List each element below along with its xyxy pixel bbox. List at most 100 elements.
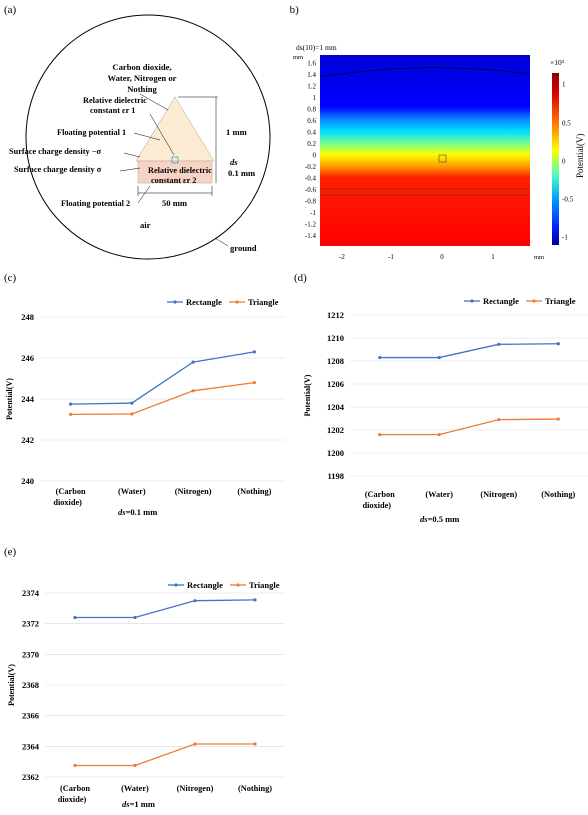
y-tick-label: 1202: [327, 425, 344, 435]
field-y-tick: -0.6: [305, 186, 317, 194]
surf-neg-leader: [123, 152, 141, 158]
field-x-tick: -1: [388, 253, 394, 261]
data-point-triangle: [191, 389, 195, 393]
floating1-leader: [133, 132, 161, 141]
colorbar-tick: 0.5: [562, 120, 571, 128]
x-tick-label: (Carbon: [60, 784, 90, 793]
y-tick-label: 2368: [22, 680, 39, 690]
x-tick-label: (Carbon: [56, 487, 86, 496]
y-tick-label: 240: [21, 476, 34, 486]
field-y-tick: 0.6: [307, 117, 316, 125]
data-point-triangle: [556, 417, 560, 421]
y-tick-label: 244: [21, 394, 35, 404]
field-y-tick: 1.6: [307, 60, 316, 68]
field-y-unit: mm: [293, 54, 303, 61]
chart-d: (d) 1198 1200 1202 1204 1206 1208 1210 1212 Poten…: [294, 272, 588, 524]
field-y-tick: -0.2: [305, 163, 317, 171]
data-point-rectangle: [378, 355, 382, 360]
rectangle-dielectric: [137, 160, 213, 184]
x-axis-label: ds=1 mm: [122, 799, 155, 809]
colorbar-tick: 0: [562, 158, 566, 166]
field-y-tick: -1.4: [305, 232, 317, 240]
x-tick-label: (Nothing): [238, 784, 272, 793]
x-tick-label: (Nitrogen): [177, 784, 214, 793]
x-tick-label: (Nitrogen): [480, 490, 517, 499]
legend-label-rectangle: Rectangle: [187, 580, 223, 590]
legend-label-rectangle: Rectangle: [186, 297, 222, 307]
y-tick-label: 1204: [327, 402, 345, 412]
y-tick-label: 1208: [327, 356, 344, 366]
x-tick-label: (Water): [425, 490, 453, 499]
panel-label: (e): [4, 546, 17, 558]
data-point-rectangle: [73, 615, 77, 620]
chart-e: (e) 2362 2364 2366 2368 2370 2372 2374 Potential…: [4, 546, 285, 809]
er2-text-1: Relative dielectric: [148, 166, 212, 175]
er1-text-1: Relative dielectric: [83, 96, 147, 105]
y-tick-label: 2374: [22, 588, 40, 598]
field-y-tick: 0.2: [307, 140, 316, 148]
field-y-tick: 1.2: [307, 83, 316, 91]
legend-label-triangle: Triangle: [545, 296, 576, 306]
legend-marker-triangle: [532, 299, 536, 303]
data-point-rectangle: [133, 615, 137, 620]
ground-circle: [25, 14, 271, 260]
data-point-triangle: [193, 742, 197, 746]
data-point-triangle: [69, 412, 73, 416]
x-tick-label: dioxide): [58, 795, 87, 804]
data-point-triangle: [497, 418, 501, 422]
field-x-tick: 0: [440, 253, 444, 261]
x-tick-label: (Nothing): [237, 487, 271, 496]
panel-b: (b) ds(10)=1 mm mm 1.6 1.4 1.2 1 0.8 0.6 0.4 0.…: [290, 4, 585, 261]
panel-b-label: (b): [290, 4, 299, 16]
data-point-triangle: [252, 381, 256, 385]
field-y-tick: 0.4: [307, 129, 316, 137]
series-line-triangle: [75, 743, 255, 767]
surf-pos-text: Surface charge density σ: [14, 165, 102, 174]
y-tick-label: 1210: [327, 333, 344, 343]
x-tick-label: dioxide): [362, 501, 391, 510]
y-tick-label: 2366: [22, 711, 39, 721]
dim-ds-text: ds: [230, 157, 238, 167]
data-point-rectangle: [497, 342, 501, 346]
y-tick-label: 1198: [327, 471, 344, 481]
gas-text-2: Water, Nitrogen or: [108, 73, 177, 83]
series-line-rectangle: [379, 343, 559, 359]
data-point-rectangle: [130, 401, 134, 405]
y-tick-label: 1206: [327, 379, 344, 389]
floating1-text: Floating potential 1: [57, 128, 126, 137]
field-y-tick: -0.8: [305, 198, 317, 206]
colorbar-label: Potential(V): [575, 134, 585, 179]
surf-pos-leader: [119, 167, 141, 172]
series-line-rectangle: [70, 351, 255, 405]
colorbar: [552, 73, 559, 245]
field-y-tick: -1.2: [305, 221, 317, 229]
y-axis-label: Potential(V): [5, 378, 14, 420]
field-y-tick: 1.4: [307, 71, 316, 79]
legend-marker-triangle: [236, 583, 240, 587]
chart-c: (c) 240 242 244 246 248 Potential(V) (Carbon dio…: [4, 272, 285, 517]
data-point-rectangle: [253, 598, 257, 602]
y-axis-label: Potential(V): [303, 374, 312, 416]
series-line-rectangle: [75, 599, 256, 619]
legend-marker-rectangle: [470, 299, 474, 303]
legend-label-triangle: Triangle: [249, 580, 280, 590]
triangle-dielectric: [135, 96, 215, 162]
field-y-tick: -1: [310, 209, 316, 217]
field-title: ds(10)=1 mm: [296, 43, 337, 52]
panel-a: (a) Carbon dioxide, Water, Nitrogen or N…: [4, 4, 271, 260]
data-point-rectangle: [437, 355, 441, 360]
data-point-rectangle: [191, 360, 195, 364]
legend-marker-triangle: [235, 300, 239, 304]
field-plot: [320, 55, 530, 246]
data-point-triangle: [253, 742, 257, 746]
data-point-triangle: [378, 433, 382, 437]
field-y-ticks: 1.6 1.4 1.2 1 0.8 0.6 0.4 0.2 0 -0.2 -0.4 -0.6 -0.8 -…: [305, 60, 317, 241]
y-tick-label: 2370: [22, 649, 39, 659]
series-line-triangle: [70, 381, 255, 416]
y-tick-label: 1200: [327, 448, 344, 458]
data-point-triangle: [133, 763, 137, 768]
colorbar-ticks: 1 0.5 0 -0.5 -1: [562, 81, 574, 242]
dim-50mm-text: 50 mm: [162, 198, 188, 208]
x-tick-label: (Water): [121, 784, 149, 793]
ground-leader: [214, 237, 229, 247]
